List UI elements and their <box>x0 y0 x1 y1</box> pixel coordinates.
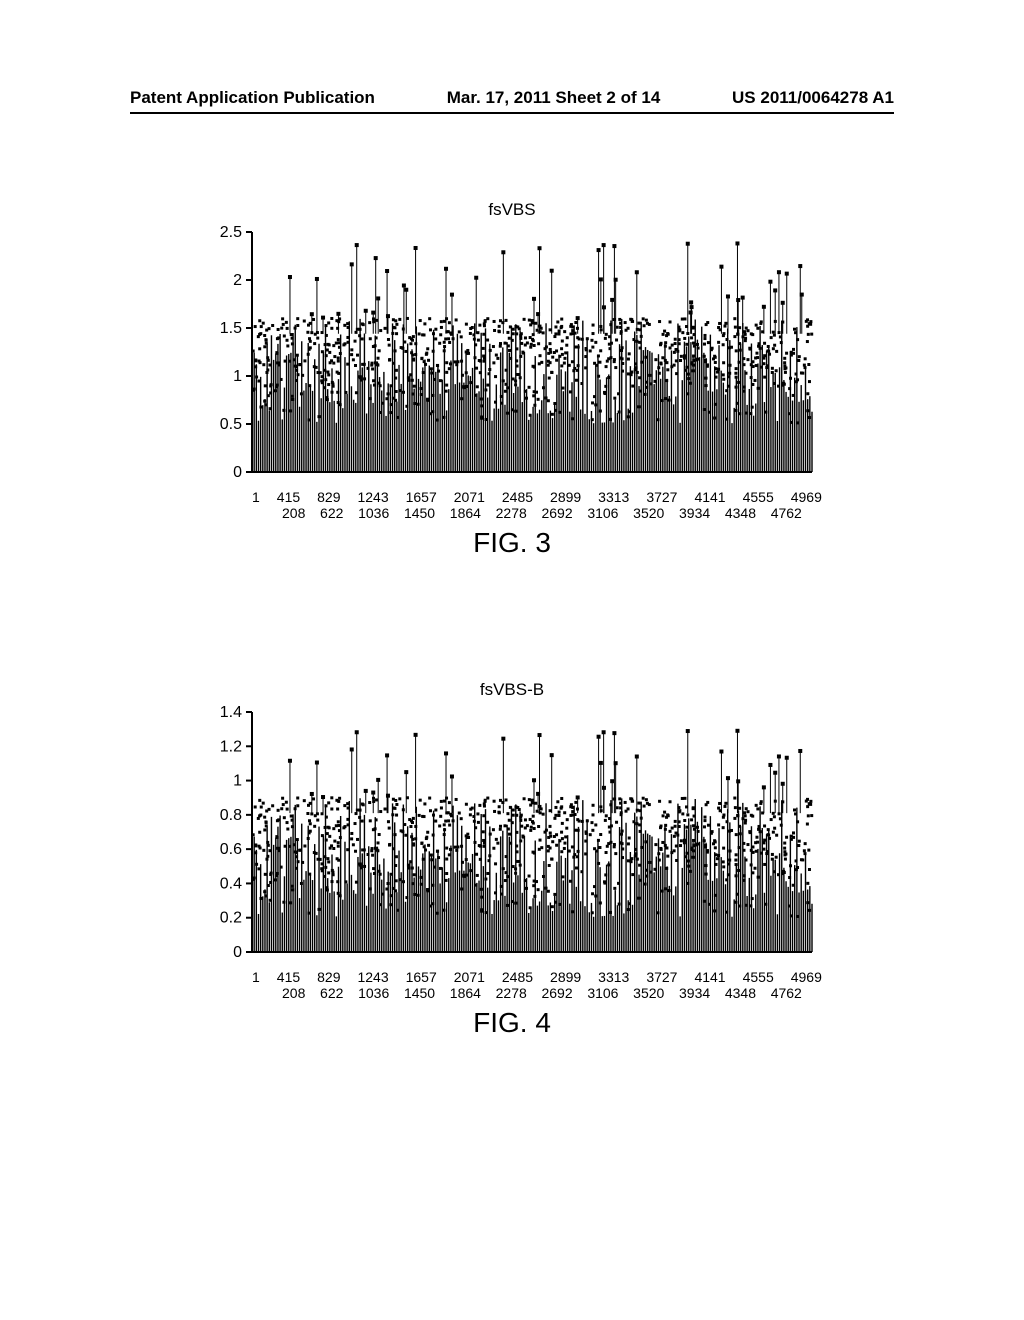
x-tick-label: 2485 <box>502 489 533 505</box>
x-tick-label: 2899 <box>550 969 581 985</box>
x-tick-label: 1243 <box>357 969 388 985</box>
svg-text:0.5: 0.5 <box>220 416 242 433</box>
chart-title: fsVBS-B <box>202 680 822 700</box>
x-tick-label: 1243 <box>357 489 388 505</box>
x-tick-label: 1 <box>252 969 260 985</box>
svg-text:2.5: 2.5 <box>220 224 242 241</box>
x-tick-label: 3106 <box>587 985 618 1001</box>
x-tick-label: 208 <box>282 505 305 521</box>
x-tick-label: 3934 <box>679 985 710 1001</box>
x-tick-label: 1036 <box>358 985 389 1001</box>
x-tick-label: 415 <box>277 489 300 505</box>
x-tick-label: 1450 <box>404 505 435 521</box>
page-header: Patent Application Publication Mar. 17, … <box>0 88 1024 108</box>
x-tick-label: 4762 <box>771 985 802 1001</box>
x-tick-label: 622 <box>320 505 343 521</box>
x-tick-label: 3313 <box>598 489 629 505</box>
x-tick-label: 4141 <box>694 489 725 505</box>
figure-3: fsVBS 0 0.5 1 1.5 2 2.5 1 415 829 1243 1657 2071 24… <box>130 200 894 559</box>
svg-text:2: 2 <box>233 272 242 289</box>
x-tick-label: 4348 <box>725 985 756 1001</box>
x-tick-label: 2278 <box>496 985 527 1001</box>
svg-text:0: 0 <box>233 944 242 961</box>
x-tick-label: 4969 <box>791 969 822 985</box>
x-tick-label: 3106 <box>587 505 618 521</box>
x-tick-label: 3727 <box>646 489 677 505</box>
x-tick-label: 2692 <box>541 505 572 521</box>
x-tick-label: 3520 <box>633 985 664 1001</box>
x-tick-label: 1036 <box>358 505 389 521</box>
x-tick-label: 2485 <box>502 969 533 985</box>
x-axis-labels-row2: 208 622 1036 1450 1864 2278 2692 3106 3520 3934 43… <box>222 505 802 521</box>
x-tick-label: 3727 <box>646 969 677 985</box>
header-left: Patent Application Publication <box>130 88 375 108</box>
x-tick-label: 4762 <box>771 505 802 521</box>
x-tick-label: 4348 <box>725 505 756 521</box>
svg-text:0.2: 0.2 <box>220 910 242 927</box>
x-tick-label: 208 <box>282 985 305 1001</box>
svg-text:1: 1 <box>233 368 242 385</box>
x-tick-label: 1450 <box>404 985 435 1001</box>
x-tick-label: 415 <box>277 969 300 985</box>
svg-text:0.6: 0.6 <box>220 841 242 858</box>
x-tick-label: 2278 <box>496 505 527 521</box>
x-tick-label: 4555 <box>743 489 774 505</box>
chart-svg-fig3: 0 0.5 1 1.5 2 2.5 <box>202 224 822 484</box>
x-tick-label: 829 <box>317 489 340 505</box>
x-tick-label: 1 <box>252 489 260 505</box>
x-tick-label: 1657 <box>406 969 437 985</box>
x-tick-label: 3313 <box>598 969 629 985</box>
x-tick-label: 829 <box>317 969 340 985</box>
svg-text:0.8: 0.8 <box>220 807 242 824</box>
figure-caption: FIG. 3 <box>130 527 894 559</box>
svg-text:0.4: 0.4 <box>220 875 242 892</box>
x-tick-label: 4969 <box>791 489 822 505</box>
x-tick-label: 4555 <box>743 969 774 985</box>
header-rule <box>130 112 894 114</box>
x-axis-labels-row1: 1 415 829 1243 1657 2071 2485 2899 3313 3727 4141 4… <box>202 489 822 505</box>
x-tick-label: 622 <box>320 985 343 1001</box>
x-tick-label: 1864 <box>450 985 481 1001</box>
header-center: Mar. 17, 2011 Sheet 2 of 14 <box>447 88 661 108</box>
x-tick-label: 2071 <box>454 489 485 505</box>
chart-title: fsVBS <box>202 200 822 220</box>
x-tick-label: 2692 <box>541 985 572 1001</box>
x-tick-label: 2071 <box>454 969 485 985</box>
x-tick-label: 3520 <box>633 505 664 521</box>
svg-text:1.5: 1.5 <box>220 320 242 337</box>
svg-text:1: 1 <box>233 773 242 790</box>
x-tick-label: 1864 <box>450 505 481 521</box>
x-tick-label: 2899 <box>550 489 581 505</box>
x-axis-labels-row1: 1 415 829 1243 1657 2071 2485 2899 3313 3727 4141 4… <box>202 969 822 985</box>
x-tick-label: 4141 <box>694 969 725 985</box>
svg-text:0: 0 <box>233 464 242 481</box>
svg-text:1.4: 1.4 <box>220 704 242 721</box>
svg-text:1.2: 1.2 <box>220 738 242 755</box>
x-tick-label: 1657 <box>406 489 437 505</box>
header-right: US 2011/0064278 A1 <box>732 88 894 108</box>
x-tick-label: 3934 <box>679 505 710 521</box>
figure-4: fsVBS-B 0 0.2 0.4 0.6 0.8 1 1.2 1.4 1 415 829 1243… <box>130 680 894 1039</box>
x-axis-labels-row2: 208 622 1036 1450 1864 2278 2692 3106 3520 3934 43… <box>222 985 802 1001</box>
chart-svg-fig4: 0 0.2 0.4 0.6 0.8 1 1.2 1.4 <box>202 704 822 964</box>
figure-caption: FIG. 4 <box>130 1007 894 1039</box>
